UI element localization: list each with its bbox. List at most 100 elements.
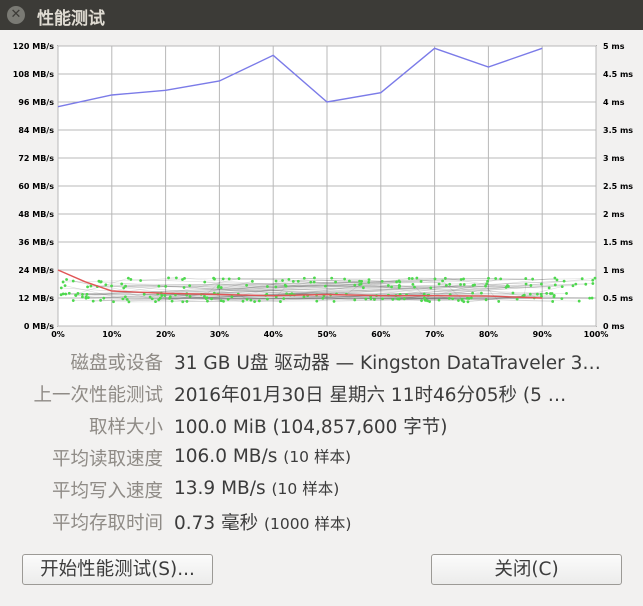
access-time-point: [266, 297, 269, 301]
access-time-link: [267, 280, 283, 287]
access-time-point: [419, 280, 423, 283]
access-time-point: [126, 276, 130, 280]
access-time-link: [86, 285, 400, 299]
access-time-point: [167, 276, 170, 280]
access-time-point: [524, 282, 528, 286]
access-time-point: [249, 298, 253, 302]
device-label: 磁盘或设备: [70, 353, 163, 374]
access-time-point: [99, 298, 103, 302]
access-time-link: [168, 277, 487, 285]
access-time-point: [99, 280, 102, 284]
y-left-tick-label: 84 MB/s: [18, 126, 54, 135]
access-time-point: [160, 294, 164, 297]
access-time-point: [448, 282, 452, 286]
access-time-link: [450, 294, 590, 299]
access-time-link: [349, 280, 463, 301]
access-time-point: [373, 298, 376, 301]
access-time-point: [524, 277, 528, 280]
access-time-point: [433, 277, 437, 281]
access-time-point: [266, 285, 269, 288]
access-time-point: [163, 294, 167, 297]
y-left-tick-label: 72 MB/s: [18, 154, 54, 163]
access-time-point: [413, 285, 416, 289]
x-tick-label: 40%: [264, 330, 283, 339]
access-time-point: [59, 286, 63, 290]
access-time-point: [457, 299, 460, 302]
y-left-tick-label: 108 MB/s: [13, 70, 54, 79]
access-time-point: [86, 285, 89, 289]
access-time-link: [189, 285, 337, 295]
access-time-point: [74, 294, 78, 297]
access-time-point: [81, 295, 84, 299]
access-time-link: [331, 277, 383, 282]
access-time-link: [266, 283, 450, 295]
access-time-link: [307, 295, 355, 301]
window-title: 性能测试: [37, 9, 105, 29]
access-time-point: [85, 292, 89, 296]
access-time-point: [213, 277, 216, 281]
access-time-point: [283, 283, 287, 287]
y-right-tick-label: 1 ms: [603, 266, 625, 275]
access-time-point: [230, 295, 234, 299]
access-time-link: [330, 286, 415, 296]
access-time-point: [312, 280, 316, 284]
access-time-point: [402, 297, 406, 301]
close-button[interactable]: 关闭(C): [431, 554, 622, 585]
title-bar: ✕ 性能测试: [0, 0, 643, 30]
access-time-link: [186, 286, 392, 295]
access-time-link: [66, 279, 153, 300]
access-time-point: [71, 279, 75, 283]
access-time-point: [415, 276, 419, 280]
access-time-point: [553, 283, 557, 287]
y-left-tick-label: 96 MB/s: [18, 98, 54, 107]
access-time-point: [241, 299, 245, 303]
access-time-point: [353, 283, 357, 287]
y-right-tick-label: 4 ms: [603, 98, 625, 107]
access-time-link: [291, 281, 400, 295]
access-time-link: [325, 285, 447, 287]
access-time-point: [302, 276, 306, 280]
avg-access-row: 平均存取时间 0.73 毫秒 (1000 样本): [0, 509, 643, 539]
access-time-point: [459, 278, 463, 281]
access-time-point: [444, 283, 448, 287]
access-time-point: [63, 284, 67, 288]
sample-size-value: 100.0 MiB (104,857,600 字节): [174, 417, 448, 438]
close-icon[interactable]: ✕: [7, 6, 25, 24]
avg-write-value-wrap: 13.9 MB/s (10 样本): [174, 477, 339, 499]
access-time-point: [67, 291, 71, 295]
access-time-point: [555, 278, 559, 282]
y-right-tick-label: 2.5 ms: [603, 182, 633, 191]
access-time-link: [406, 277, 555, 296]
access-time-point: [121, 297, 125, 301]
device-row: 磁盘或设备 31 GB U盘 驱动器 — Kingston DataTravel…: [0, 349, 643, 379]
access-time-point: [462, 283, 466, 286]
avg-read-value: 106.0 MB/s: [174, 446, 278, 467]
sample-size-label: 取样大小: [88, 417, 163, 438]
access-time-point: [562, 279, 566, 283]
y-right-tick-label: 1.5 ms: [603, 238, 633, 247]
access-time-point: [422, 292, 426, 296]
start-benchmark-button[interactable]: 开始性能测试(S)...: [22, 554, 213, 585]
access-time-link: [155, 277, 315, 302]
access-time-point: [423, 297, 427, 301]
access-time-link: [157, 293, 187, 296]
access-time-link: [88, 296, 126, 298]
x-tick-label: 90%: [533, 330, 552, 339]
access-time-point: [110, 284, 113, 288]
access-time-point: [531, 277, 535, 281]
access-time-link: [298, 280, 364, 289]
access-time-point: [76, 292, 80, 295]
access-time-link: [275, 278, 533, 288]
access-time-point: [158, 296, 162, 300]
access-time-point: [504, 285, 508, 289]
access-time-point: [157, 284, 161, 288]
access-time-point: [348, 279, 351, 283]
access-time-point: [420, 299, 423, 303]
access-time-point: [332, 299, 336, 303]
access-time-point: [112, 300, 115, 304]
y-right-tick-label: 3.5 ms: [603, 126, 633, 135]
access-time-point: [154, 300, 157, 303]
access-time-point: [395, 280, 398, 284]
access-time-point: [361, 286, 365, 290]
access-time-point: [182, 286, 186, 289]
